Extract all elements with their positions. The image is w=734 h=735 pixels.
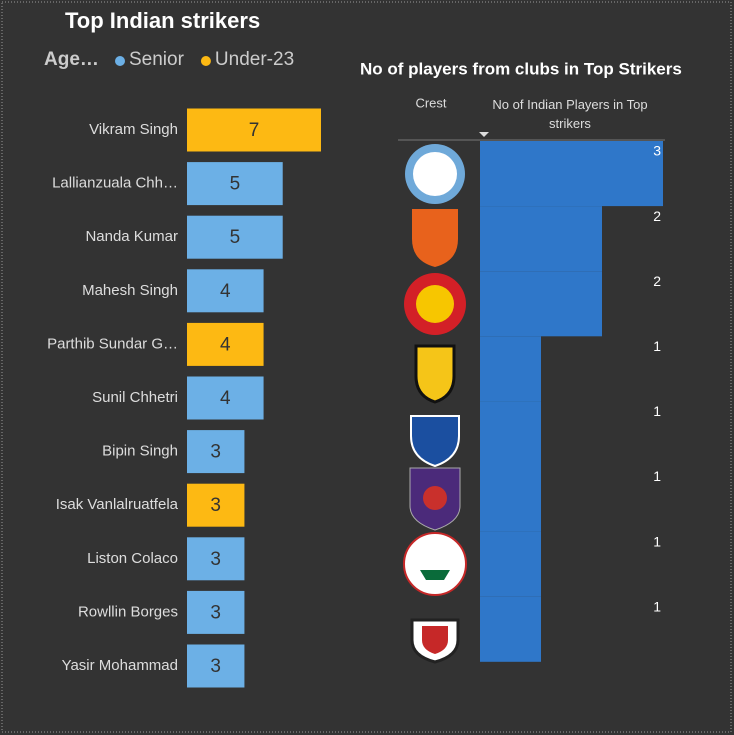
column-header: No of Indian Players in Top strikers (492, 97, 648, 131)
data-label: 3 (210, 495, 221, 516)
bar (187, 430, 245, 474)
category-label: Lallianzuala Chh… (52, 175, 178, 192)
data-label: 5 (230, 174, 241, 195)
sort-indicator (479, 132, 489, 137)
data-label: 1 (653, 338, 661, 354)
bar (480, 466, 541, 532)
category-label: Yasir Mohammad (62, 657, 178, 674)
bar (480, 596, 541, 662)
data-label: 3 (210, 602, 221, 623)
legend-label: Senior (129, 49, 185, 70)
data-label: 4 (220, 334, 231, 355)
crest (414, 344, 456, 404)
bar (187, 162, 283, 206)
data-label: 3 (210, 656, 221, 677)
crest (422, 626, 448, 654)
legend-label: Under-23 (215, 49, 294, 70)
crest (416, 285, 454, 323)
bar (187, 644, 245, 688)
category-label: Liston Colaco (87, 550, 178, 567)
bar (187, 376, 264, 420)
category-label: Parthib Sundar G… (47, 335, 178, 352)
data-label: 5 (230, 227, 241, 248)
crest (420, 570, 450, 580)
data-label: 3 (210, 549, 221, 570)
bar (187, 322, 264, 366)
legend-title: Age… (44, 49, 99, 70)
data-label: 1 (653, 468, 661, 484)
legend-marker (115, 56, 125, 66)
bar (480, 141, 663, 207)
data-label: 1 (653, 403, 661, 419)
bar (480, 531, 541, 597)
category-label: Nanda Kumar (85, 228, 178, 245)
chart-title: No of players from clubs in Top Strikers (360, 59, 682, 78)
data-label: 3 (653, 143, 661, 159)
bar (187, 269, 264, 313)
bar (480, 336, 541, 402)
crests (403, 144, 467, 664)
crest (410, 415, 460, 468)
category-label: Sunil Chhetri (92, 389, 178, 406)
bar (187, 483, 245, 527)
data-label: 7 (249, 120, 260, 141)
data-label: 2 (653, 273, 661, 289)
bar (187, 590, 245, 634)
legend-marker (200, 56, 211, 66)
bar (480, 401, 541, 467)
category-label: Isak Vanlalruatfela (56, 496, 179, 513)
data-label: 4 (220, 388, 231, 409)
chart-title: Top Indian strikers (65, 8, 260, 33)
bar (187, 215, 283, 259)
category-label: Mahesh Singh (82, 282, 178, 299)
data-label: 2 (653, 208, 661, 224)
category-label: Rowllin Borges (78, 603, 178, 620)
crest (423, 486, 447, 510)
data-label: 1 (653, 598, 661, 614)
data-label: 3 (210, 442, 221, 463)
crest (412, 209, 458, 267)
crest (403, 532, 467, 596)
data-label: 4 (220, 281, 231, 302)
bar (187, 108, 321, 152)
bar (480, 271, 602, 337)
crest (413, 152, 457, 196)
column-header: Crest (415, 95, 446, 110)
category-label: Bipin Singh (102, 443, 178, 460)
category-label: Vikram Singh (89, 121, 178, 138)
bar (480, 206, 602, 272)
bar (187, 537, 245, 581)
data-label: 1 (653, 533, 661, 549)
